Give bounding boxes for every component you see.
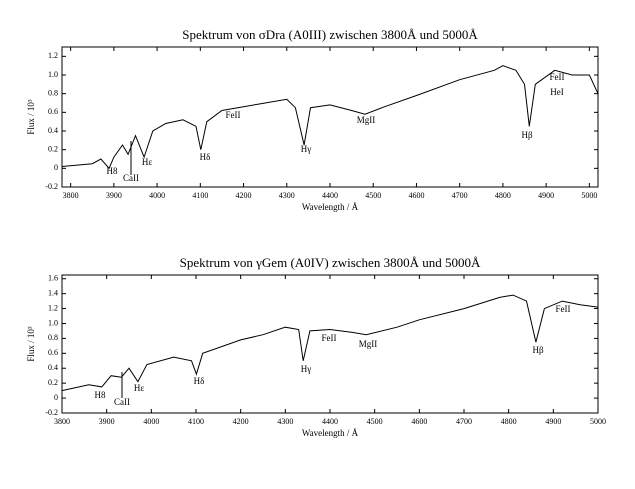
- x-tick-label: 4900: [545, 417, 561, 426]
- y-tick-label: 1.2: [48, 51, 58, 60]
- spectrum-line: [61, 294, 599, 392]
- line-annotation: Hγ: [301, 364, 311, 374]
- line-annotation: HeI: [550, 87, 564, 97]
- line-annotation: Hε: [142, 157, 152, 167]
- y-tick-label: 0.6: [48, 107, 58, 116]
- y-tick-label: 1.6: [48, 274, 58, 283]
- line-annotation: MgII: [359, 339, 378, 349]
- line-annotation: Hβ: [521, 130, 532, 140]
- x-tick-label: 4900: [538, 191, 554, 200]
- chart-title: Spektrum von γGem (A0IV) zwischen 3800Å …: [180, 255, 481, 270]
- line-annotation: FeII: [556, 304, 571, 314]
- x-tick-label: 4000: [149, 191, 165, 200]
- y-tick-label: 1.0: [48, 70, 58, 79]
- line-annotation: H8: [107, 166, 118, 176]
- line-annotation: MgII: [357, 115, 376, 125]
- x-tick-label: 4300: [277, 417, 293, 426]
- x-tick-label: 4400: [322, 417, 338, 426]
- x-tick-label: 4100: [192, 191, 208, 200]
- y-tick-label: -0.2: [45, 182, 58, 191]
- y-tick-label: 0.4: [48, 363, 58, 372]
- y-tick-label: 0.6: [48, 348, 58, 357]
- spectrum-line: [61, 65, 599, 170]
- x-tick-label: 4500: [365, 191, 381, 200]
- x-tick-label: 4200: [236, 191, 252, 200]
- y-tick-label: 0.8: [48, 333, 58, 342]
- y-tick-label: 1.0: [48, 318, 58, 327]
- x-tick-label: 4200: [233, 417, 249, 426]
- x-tick-label: 4600: [411, 417, 427, 426]
- y-tick-label: 0.2: [48, 144, 58, 153]
- x-tick-label: 4600: [408, 191, 424, 200]
- x-tick-label: 3800: [63, 191, 79, 200]
- x-tick-label: 5000: [590, 417, 606, 426]
- x-tick-label: 5000: [581, 191, 597, 200]
- line-annotation: FeII: [226, 110, 241, 120]
- y-tick-label: 0.4: [48, 126, 58, 135]
- y-tick-label: 0: [54, 393, 58, 402]
- x-tick-label: 4800: [495, 191, 511, 200]
- line-annotation: FeII: [322, 333, 337, 343]
- line-annotation: Hδ: [200, 152, 211, 162]
- y-tick-label: 0: [54, 163, 58, 172]
- x-tick-label: 4700: [452, 191, 468, 200]
- line-annotation: FeII: [550, 72, 565, 82]
- x-axis-label: Wavelength / Å: [302, 202, 359, 212]
- x-tick-label: 3800: [54, 417, 70, 426]
- x-tick-label: 4100: [188, 417, 204, 426]
- x-tick-label: 3900: [106, 191, 122, 200]
- line-annotation: CaII: [114, 397, 130, 407]
- line-annotation: Hδ: [194, 376, 205, 386]
- x-tick-label: 4000: [143, 417, 159, 426]
- x-axis-label: Wavelength / Å: [302, 428, 359, 438]
- line-annotation: Hγ: [301, 144, 311, 154]
- line-annotation: Hε: [134, 383, 144, 393]
- x-tick-label: 4300: [279, 191, 295, 200]
- y-tick-label: -0.2: [45, 408, 58, 417]
- y-axis-label: Flux / 10³: [26, 99, 36, 135]
- y-axis-label: Flux / 10³: [26, 326, 36, 362]
- line-annotation: Hβ: [532, 345, 543, 355]
- y-tick-label: 0.2: [48, 378, 58, 387]
- x-tick-label: 4400: [322, 191, 338, 200]
- x-tick-label: 4500: [367, 417, 383, 426]
- line-annotation: CaII: [123, 173, 139, 183]
- line-annotation: H8: [95, 390, 106, 400]
- y-tick-label: 0.8: [48, 88, 58, 97]
- x-tick-label: 4800: [501, 417, 517, 426]
- y-tick-label: 1.2: [48, 303, 58, 312]
- x-tick-label: 4700: [456, 417, 472, 426]
- x-tick-label: 3900: [99, 417, 115, 426]
- chart-title: Spektrum von σDra (A0III) zwischen 3800Å…: [182, 27, 478, 42]
- y-tick-label: 1.4: [48, 288, 58, 297]
